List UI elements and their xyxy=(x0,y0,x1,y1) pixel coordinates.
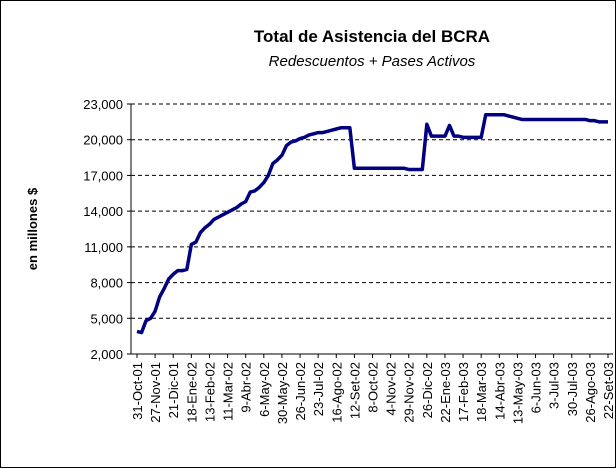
x-tick-label: 3-Jul-03 xyxy=(547,362,562,409)
chart-subtitle: Redescuentos + Pases Activos xyxy=(269,53,476,70)
x-tick-label: 26-Ago-03 xyxy=(583,362,598,423)
x-tick-label: 30-May-02 xyxy=(275,362,290,424)
chart-title: Total de Asistencia del BCRA xyxy=(254,27,490,46)
x-tick-label: 6-May-02 xyxy=(257,362,272,417)
x-tick-label: 18-Ene-02 xyxy=(184,362,199,423)
x-tick-label: 27-Nov-01 xyxy=(148,362,163,423)
y-tick-label: 14,000 xyxy=(83,204,123,219)
y-tick-label: 8,000 xyxy=(90,276,123,291)
x-tick-label: 31-Oct-01 xyxy=(130,362,145,420)
x-tick-label: 21-Dic-01 xyxy=(166,362,181,418)
x-tick-label: 12-Set-02 xyxy=(347,362,362,419)
x-tick-label: 8-Oct-02 xyxy=(366,362,381,413)
y-tick-label: 5,000 xyxy=(90,311,123,326)
x-tick-label: 16-Ago-02 xyxy=(329,362,344,423)
y-axis-label: en millones $ xyxy=(25,187,40,270)
x-tick-label: 22-Set-03 xyxy=(601,362,616,419)
x-tick-label: 18-Mar-03 xyxy=(474,362,489,422)
y-tick-label: 11,000 xyxy=(84,240,123,255)
x-tick-label: 14-Abr-03 xyxy=(492,362,507,420)
y-tick-label: 17,000 xyxy=(83,168,123,183)
x-tick-label: 22-Ene-03 xyxy=(438,362,453,423)
x-tick-label: 13-May-03 xyxy=(510,362,525,424)
x-tick-label: 13-Feb-02 xyxy=(202,362,217,422)
data-line xyxy=(136,112,608,335)
x-tick-label: 17-Feb-03 xyxy=(456,362,471,422)
x-tick-label: 4-Nov-02 xyxy=(384,362,399,415)
x-tick-label: 23-Jul-02 xyxy=(311,362,326,416)
y-tick-label: 20,000 xyxy=(83,133,123,148)
x-tick-label: 29-Nov-02 xyxy=(402,362,417,423)
x-tick-label: 11-Mar-02 xyxy=(221,362,236,421)
x-tick-label: 9-Abr-02 xyxy=(239,362,254,413)
x-tick-label: 30-Jul-03 xyxy=(565,362,580,416)
x-tick-label: 26-Dic-02 xyxy=(420,362,435,418)
x-tick-label: 6-Jun-03 xyxy=(529,362,544,413)
y-tick-label: 23,000 xyxy=(83,97,123,112)
y-tick-label: 2,000 xyxy=(90,347,123,362)
x-tick-label: 26-Jun-02 xyxy=(293,362,308,421)
